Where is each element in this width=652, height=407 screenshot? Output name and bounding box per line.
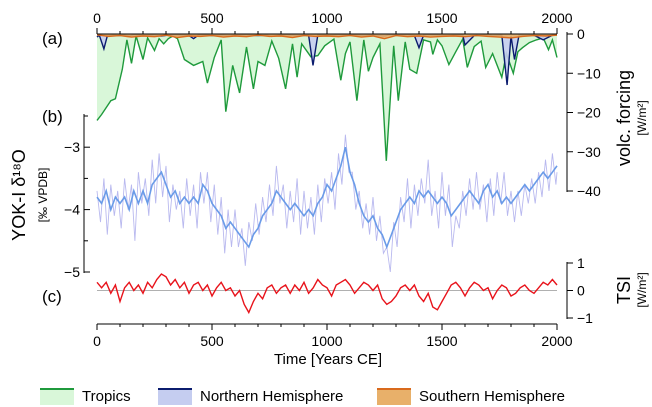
bottom-x-tick-label: 0	[93, 333, 101, 349]
legend-swatch-southern-hemisphere	[377, 389, 411, 405]
top-x-tick-label: 1500	[426, 10, 457, 26]
legend-swatch-tropics	[40, 389, 74, 405]
panel-label-a: (a)	[42, 29, 63, 48]
legend-label-tropics: Tropics	[82, 388, 131, 405]
panel-c	[96, 273, 558, 315]
yunit-c: [W/m²]	[635, 272, 649, 307]
right-y-tick-label-c: 0	[577, 283, 585, 299]
left-y-tick-label-b: −3	[64, 139, 80, 155]
left-y-tick-label-b: −4	[64, 202, 80, 218]
right-y-tick-label-a: −10	[577, 65, 601, 81]
tsi-line	[96, 273, 558, 315]
yunit-a: [W/m²]	[635, 100, 649, 135]
forcing-line-southern-hemisphere	[96, 34, 558, 40]
bottom-x-tick-label: 500	[200, 333, 224, 349]
forcing-area-tropics	[97, 34, 557, 161]
right-y-tick-label-c: −1	[577, 310, 593, 326]
legend: Tropics Northern Hemisphere Southern Hemis…	[40, 388, 565, 405]
top-x-tick-label: 500	[200, 10, 224, 26]
top-x-tick-label: 2000	[541, 10, 572, 26]
panel-label-c: (c)	[42, 287, 62, 306]
legend-swatch-northern-hemisphere	[158, 389, 192, 405]
ylabel-b: YOK-I δ¹⁸O	[9, 149, 29, 241]
right-y-tick-label-a: −40	[577, 183, 601, 199]
bottom-x-tick-label: 1000	[311, 333, 342, 349]
d18o-line-smoothed	[96, 147, 558, 250]
ylabel-c: TSI	[614, 276, 634, 304]
yunit-b: [‰ VPDB]	[36, 168, 50, 223]
forcing-line-tropics	[96, 35, 558, 161]
top-x-tick-label: 0	[93, 10, 101, 26]
bottom-x-tick-label: 1500	[426, 333, 457, 349]
panel-label-b: (b)	[42, 107, 63, 126]
top-x-tick-label: 1000	[311, 10, 342, 26]
right-y-tick-label-a: −30	[577, 144, 601, 160]
d18o-line-raw	[96, 134, 558, 273]
labels: (a) (b) (c) YOK-I δ¹⁸O [‰ VPDB] volc. fo…	[9, 29, 649, 368]
right-y-tick-label-a: −20	[577, 105, 601, 121]
legend-label-northern-hemisphere: Northern Hemisphere	[200, 388, 343, 405]
panel-b	[96, 134, 558, 273]
left-y-tick-label-b: −5	[64, 264, 80, 280]
right-y-tick-label-a: 0	[577, 26, 585, 42]
panel-a	[96, 34, 558, 161]
right-y-tick-label-c: 1	[577, 255, 585, 271]
bottom-x-tick-label: 2000	[541, 333, 572, 349]
legend-label-southern-hemisphere: Southern Hemisphere	[419, 388, 565, 405]
ylabel-a: volc. forcing	[614, 70, 634, 166]
axes: 0 500 1000 1500 20000−10−20−30−40−3−4−510−10…	[64, 10, 601, 349]
xlabel: Time [Years CE]	[274, 351, 382, 368]
